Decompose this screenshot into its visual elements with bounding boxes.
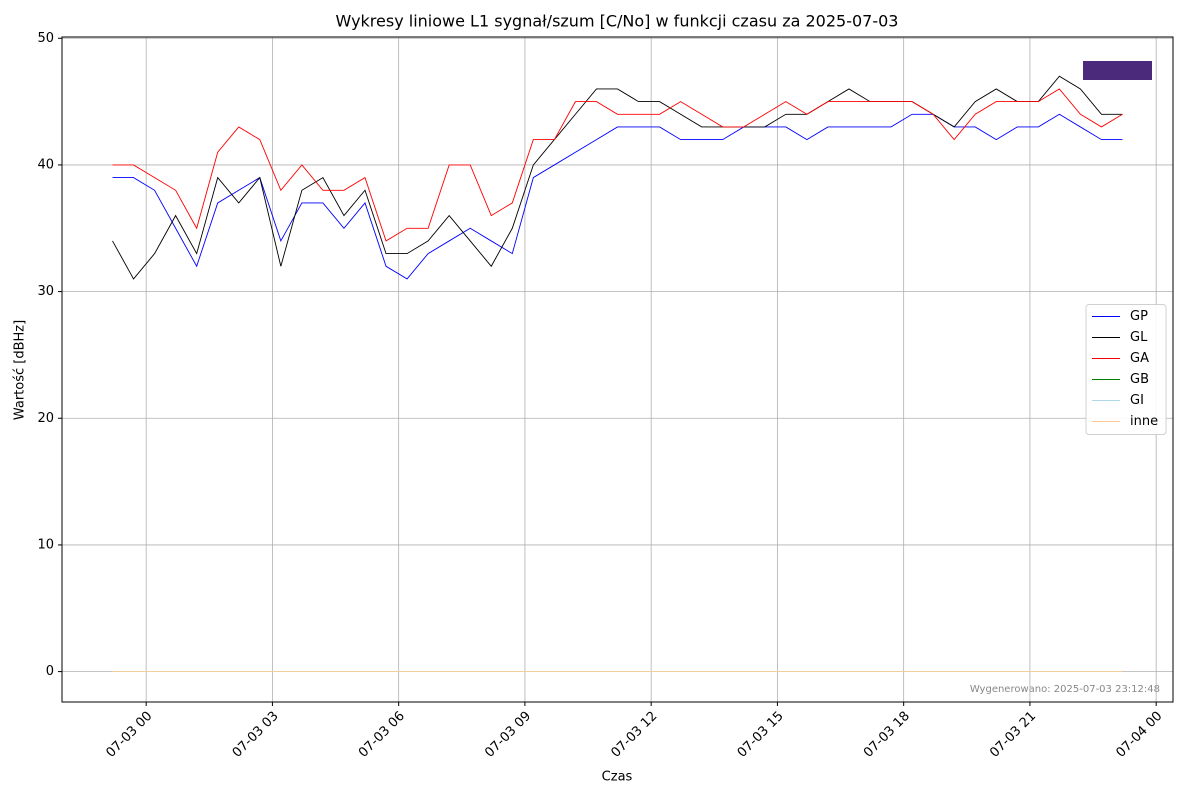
legend-label: GI (1130, 393, 1144, 408)
x-tick-label: 07-03 00 (104, 709, 156, 761)
y-tick-label: 20 (37, 411, 54, 426)
chart-title: Wykresy liniowe L1 sygnał/szum [C/No] w … (336, 12, 899, 31)
x-tick-label: 07-03 21 (987, 709, 1039, 761)
x-tick-label: 07-03 06 (356, 709, 408, 761)
y-axis-label: Wartość [dBHz] (13, 320, 28, 420)
legend-box (1085, 304, 1167, 435)
legend-label: inne (1130, 414, 1158, 429)
x-tick-label: 07-03 09 (482, 709, 534, 761)
x-tick-label: 07-03 03 (230, 709, 282, 761)
x-tick-label: 07-03 12 (609, 709, 661, 761)
series-line (112, 75, 1123, 280)
legend-label: GB (1130, 372, 1149, 387)
x-axis-label: Czas (602, 770, 633, 785)
y-tick-label: 0 (46, 664, 54, 679)
x-tick-label: 07-03 15 (735, 709, 787, 761)
legend-label: GP (1130, 309, 1148, 324)
x-tick-label: 07-03 18 (861, 709, 913, 761)
legend-label: GL (1130, 330, 1148, 345)
series-line (112, 88, 1123, 242)
y-tick-label: 30 (37, 284, 54, 299)
y-tick-label: 10 (37, 537, 54, 552)
legend-label: GA (1130, 351, 1149, 366)
y-tick-label: 40 (37, 157, 54, 172)
footnote: Wygenerowano: 2025-07-03 23:12:48 (970, 684, 1160, 695)
logo (1083, 61, 1152, 80)
y-tick-label: 50 (37, 31, 54, 46)
plot-frame (61, 36, 1174, 703)
x-tick-label: 07-04 00 (1114, 709, 1166, 761)
